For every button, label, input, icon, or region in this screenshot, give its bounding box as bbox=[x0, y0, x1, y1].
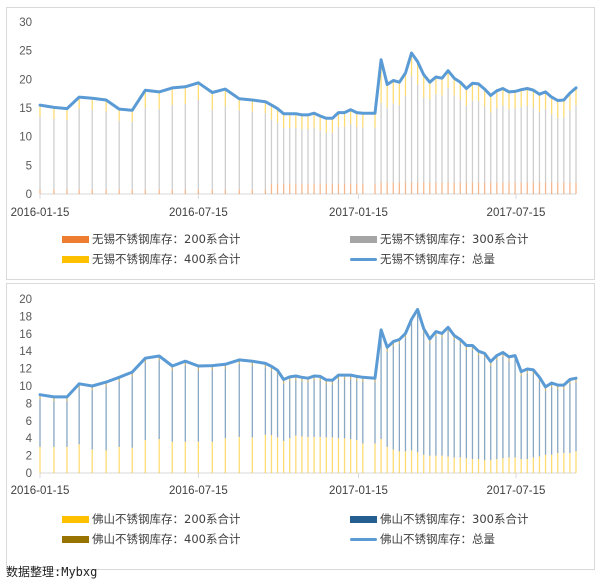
legend-label: 佛山不锈钢库存：300系合计 bbox=[380, 512, 529, 526]
legend-swatch bbox=[62, 235, 89, 243]
foshan-y-tick-label: 14 bbox=[19, 346, 32, 358]
legend-swatch bbox=[350, 537, 377, 541]
wuxi-y-tick-label: 5 bbox=[26, 160, 32, 172]
legend-label: 佛山不锈钢库存：总量 bbox=[380, 532, 495, 546]
foshan-y-tick-label: 10 bbox=[19, 381, 32, 393]
foshan-y-tick-label: 2 bbox=[26, 451, 32, 463]
wuxi-y-tick-label: 25 bbox=[19, 46, 32, 58]
wuxi-x-tick-label: 2016-01-15 bbox=[11, 207, 70, 219]
foshan-y-tick-label: 12 bbox=[19, 364, 32, 376]
foshan-total-line bbox=[38, 307, 578, 399]
wuxi-total-line bbox=[38, 51, 578, 120]
wuxi-y-tick-label: 0 bbox=[26, 189, 32, 201]
wuxi-x-tick-label: 2016-07-15 bbox=[169, 207, 228, 219]
legend-swatch bbox=[350, 235, 377, 243]
foshan-x-tick-label: 2016-01-15 bbox=[11, 485, 70, 497]
foshan-y-tick-label: 20 bbox=[19, 294, 32, 306]
legend-swatch bbox=[62, 535, 89, 543]
legend-label: 无锡不锈钢库存：400系合计 bbox=[92, 252, 241, 266]
legend-item-foshan-400: 佛山不锈钢库存：400系合计 bbox=[62, 531, 240, 547]
legend-swatch bbox=[62, 515, 89, 523]
wuxi-y-tick-label: 20 bbox=[19, 74, 32, 86]
legend-item-foshan-300: 佛山不锈钢库存：300系合计 bbox=[350, 511, 528, 527]
foshan-y-tick-label: 18 bbox=[19, 311, 32, 323]
legend-item-wuxi-total: 无锡不锈钢库存：总量 bbox=[350, 251, 495, 267]
legend-item-wuxi-400: 无锡不锈钢库存：400系合计 bbox=[62, 251, 240, 267]
legend-item-foshan-200: 佛山不锈钢库存：200系合计 bbox=[62, 511, 240, 527]
foshan-x-tick-label: 2017-07-15 bbox=[487, 485, 546, 497]
wuxi-x-tick-label: 2017-07-15 bbox=[487, 207, 546, 219]
wuxi-y-tick-label: 10 bbox=[19, 132, 32, 144]
foshan-y-tick-label: 4 bbox=[26, 433, 33, 445]
foshan-y-tick-label: 6 bbox=[26, 416, 32, 428]
legend-label: 无锡不锈钢库存：200系合计 bbox=[92, 232, 241, 246]
legend-label: 佛山不锈钢库存：400系合计 bbox=[92, 532, 241, 546]
wuxi-x-tick-label: 2017-01-15 bbox=[329, 207, 388, 219]
wuxi-y-tick-label: 15 bbox=[19, 103, 32, 115]
foshan-y-tick-label: 0 bbox=[26, 468, 32, 480]
legend-swatch bbox=[350, 515, 377, 523]
legend-label: 佛山不锈钢库存：200系合计 bbox=[92, 512, 241, 526]
legend-label: 无锡不锈钢库存：总量 bbox=[380, 252, 495, 266]
foshan-y-tick-label: 16 bbox=[19, 329, 32, 341]
legend-label: 无锡不锈钢库存：300系合计 bbox=[380, 232, 529, 246]
legend-item-wuxi-300: 无锡不锈钢库存：300系合计 bbox=[350, 231, 528, 247]
legend-item-wuxi-200: 无锡不锈钢库存：200系合计 bbox=[62, 231, 240, 247]
foshan-y-tick-label: 8 bbox=[26, 398, 32, 410]
foshan-x-tick-label: 2017-01-15 bbox=[329, 485, 388, 497]
foshan-x-tick-label: 2016-07-15 bbox=[169, 485, 228, 497]
legend-item-foshan-total: 佛山不锈钢库存：总量 bbox=[350, 531, 495, 547]
data-source-footer: 数据整理:Mybxg bbox=[6, 565, 98, 579]
wuxi-y-tick-label: 30 bbox=[19, 17, 32, 29]
legend-swatch bbox=[350, 257, 377, 261]
legend-swatch bbox=[62, 255, 89, 263]
